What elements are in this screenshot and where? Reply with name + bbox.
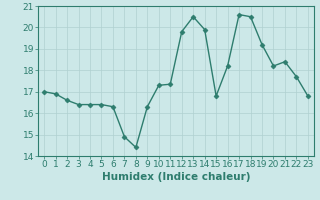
- X-axis label: Humidex (Indice chaleur): Humidex (Indice chaleur): [102, 172, 250, 182]
